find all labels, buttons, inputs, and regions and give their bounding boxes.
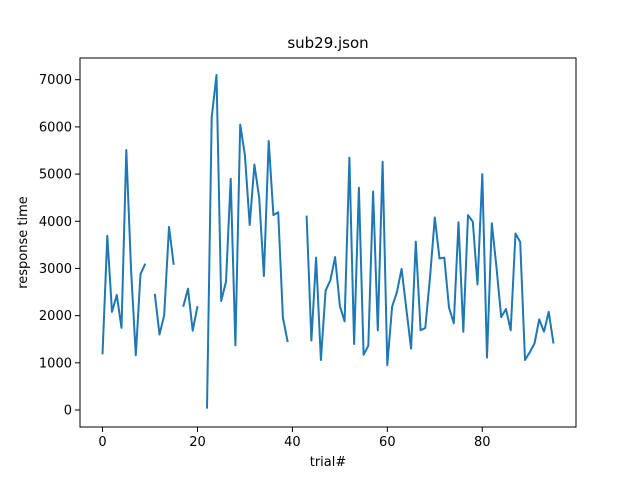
y-tick-label: 0 xyxy=(64,404,72,419)
x-tick-label: 20 xyxy=(189,435,206,450)
x-tick-label: 80 xyxy=(474,435,491,450)
y-axis: 0 1000 2000 3000 4000 5000 6000 7000 xyxy=(39,73,80,419)
y-tick-label: 7000 xyxy=(39,73,72,88)
y-tick-label: 5000 xyxy=(39,168,72,183)
plot-area-frame xyxy=(79,57,577,428)
y-tick-label: 4000 xyxy=(39,215,72,230)
y-tick-label: 1000 xyxy=(39,356,72,371)
series-line-segment xyxy=(206,74,289,409)
y-tick-label: 2000 xyxy=(39,309,72,324)
x-axis: 0 20 40 60 80 xyxy=(98,427,491,450)
series-line-segment xyxy=(153,225,175,336)
x-tick-label: 40 xyxy=(284,435,301,450)
x-axis-label: trial# xyxy=(310,455,347,470)
series-line-segment xyxy=(305,156,555,367)
series-line-segment xyxy=(182,287,199,332)
y-axis-label: response time xyxy=(16,196,31,289)
series-layer xyxy=(101,74,555,409)
series-line-segment xyxy=(101,149,147,357)
y-tick-label: 6000 xyxy=(39,120,72,135)
x-tick-label: 0 xyxy=(98,435,106,450)
chart-title: sub29.json xyxy=(287,34,368,52)
y-tick-label: 3000 xyxy=(39,262,72,277)
x-tick-label: 60 xyxy=(379,435,396,450)
